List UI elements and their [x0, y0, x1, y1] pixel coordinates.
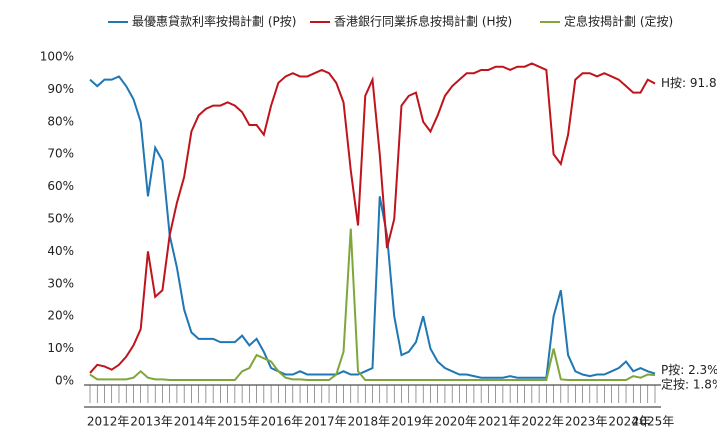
series-line	[89, 228, 656, 382]
y-tick-label: 20%	[47, 309, 74, 323]
legend-label: 定息按揭計劃 (定按)	[564, 14, 673, 29]
y-tick-label: 50%	[47, 212, 74, 226]
y-tick-label: 90%	[47, 82, 74, 96]
year-label: 2013年	[130, 415, 173, 429]
end-label: H按: 91.8%	[661, 76, 717, 90]
year-label: 2022年	[521, 415, 564, 429]
year-label: 2024年	[608, 415, 651, 429]
legend-label: 香港銀行同業拆息按揭計劃 (H按)	[334, 14, 512, 29]
year-label: 2015年	[217, 415, 260, 429]
year-label: 2018年	[348, 415, 391, 429]
y-tick-label: 60%	[47, 179, 74, 193]
year-label: 2016年	[261, 415, 304, 429]
y-tick-label: 10%	[47, 341, 74, 355]
legend-label: 最優惠貸款利率按揭計劃 (P按)	[132, 14, 296, 29]
series-line	[89, 75, 656, 379]
year-label: 2021年	[478, 415, 521, 429]
year-label: 2023年	[565, 415, 608, 429]
series-line	[89, 62, 656, 374]
year-label: 2017年	[304, 415, 347, 429]
y-tick-label: 100%	[40, 50, 74, 64]
year-label: 2012年	[87, 415, 130, 429]
y-tick-label: 40%	[47, 244, 74, 258]
y-tick-label: 0%	[55, 374, 74, 388]
y-tick-label: 80%	[47, 114, 74, 128]
end-label: 定按: 1.8%	[661, 377, 717, 392]
end-label: P按: 2.3%	[661, 363, 717, 377]
year-label: 2019年	[391, 415, 434, 429]
year-label: 2020年	[435, 415, 478, 429]
year-label: 2025年	[632, 415, 675, 429]
year-label: 2014年	[174, 415, 217, 429]
y-tick-label: 30%	[47, 276, 74, 290]
y-tick-label: 70%	[47, 147, 74, 161]
